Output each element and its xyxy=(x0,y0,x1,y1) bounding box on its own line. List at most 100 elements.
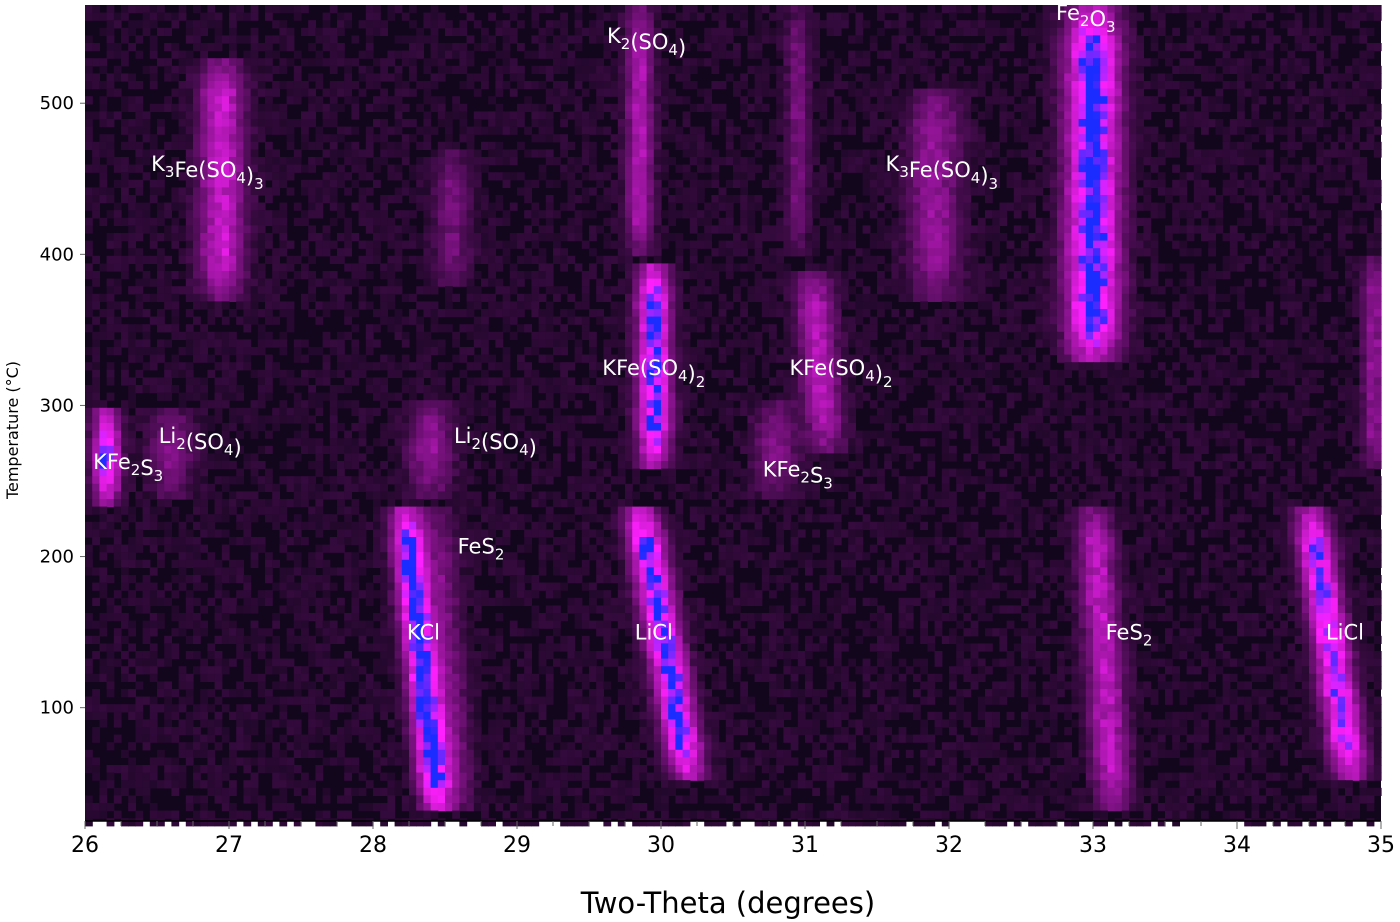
heatmap-cell xyxy=(128,248,136,257)
heatmap-cell xyxy=(1093,210,1101,219)
heatmap-cell xyxy=(1028,278,1036,287)
heatmap-cell xyxy=(747,240,756,249)
heatmap-cell xyxy=(265,5,273,14)
heatmap-cell xyxy=(761,263,770,272)
heatmap-cell xyxy=(625,263,633,272)
heatmap-cell xyxy=(502,58,511,67)
heatmap-cell xyxy=(481,202,489,211)
heatmap-cell xyxy=(574,301,583,310)
heatmap-cell xyxy=(229,195,237,204)
heatmap-cell xyxy=(85,217,93,226)
heatmap-cell xyxy=(596,179,604,188)
heatmap-cell xyxy=(869,81,878,90)
heatmap-cell xyxy=(927,119,936,128)
heatmap-cell xyxy=(445,179,453,188)
heatmap-cell xyxy=(193,65,201,74)
heatmap-cell xyxy=(509,88,518,97)
heatmap-cell xyxy=(1287,5,1296,14)
heatmap-cell xyxy=(509,286,518,295)
heatmap-cell xyxy=(761,35,770,44)
heatmap-cell xyxy=(855,73,864,82)
heatmap-cell xyxy=(941,50,950,59)
heatmap-cell xyxy=(877,240,885,249)
heatmap-cell xyxy=(1064,293,1072,302)
heatmap-cell xyxy=(1035,35,1044,44)
heatmap-cell xyxy=(157,5,165,14)
heatmap-cell xyxy=(1179,111,1188,120)
heatmap-cell xyxy=(221,103,230,112)
heatmap-cell xyxy=(725,202,734,211)
heatmap-cell xyxy=(999,103,1008,112)
heatmap-cell xyxy=(682,271,691,280)
heatmap-cell xyxy=(1107,217,1116,226)
heatmap-cell xyxy=(610,210,619,219)
heatmap-cell xyxy=(805,202,813,211)
heatmap-cell xyxy=(783,233,792,242)
heatmap-cell xyxy=(164,73,172,82)
heatmap-cell xyxy=(135,202,144,211)
heatmap-cell xyxy=(704,103,712,112)
heatmap-cell xyxy=(718,35,727,44)
heatmap-cell xyxy=(502,255,511,264)
heatmap-cell xyxy=(956,5,964,14)
heatmap-cell xyxy=(711,172,720,181)
heatmap-cell xyxy=(1215,157,1224,166)
heatmap-cell xyxy=(1071,217,1080,226)
heatmap-cell xyxy=(941,111,950,120)
heatmap-cell xyxy=(797,187,806,196)
heatmap-cell xyxy=(1021,119,1029,128)
heatmap-cell xyxy=(416,255,424,264)
heatmap-cell xyxy=(337,286,345,295)
heatmap-cell xyxy=(639,233,648,242)
heatmap-cell xyxy=(128,164,136,173)
heatmap-cell xyxy=(193,126,201,135)
heatmap-cell xyxy=(1193,202,1202,211)
heatmap-cell xyxy=(121,263,129,272)
heatmap-cell xyxy=(596,202,604,211)
heatmap-cell xyxy=(1035,141,1044,150)
heatmap-cell xyxy=(329,157,338,166)
heatmap-cell xyxy=(905,225,914,234)
heatmap-cell xyxy=(1373,179,1382,188)
heatmap-cell xyxy=(279,111,288,120)
heatmap-cell xyxy=(920,157,928,166)
heatmap-cell xyxy=(941,141,950,150)
heatmap-cell xyxy=(200,12,208,21)
heatmap-cell xyxy=(920,103,928,112)
heatmap-cell xyxy=(1316,217,1324,226)
heatmap-cell xyxy=(812,301,820,310)
heatmap-cell xyxy=(1093,217,1101,226)
heatmap-cell xyxy=(466,157,475,166)
heatmap-cell xyxy=(1093,157,1101,166)
heatmap-cell xyxy=(380,134,388,143)
heatmap-cell xyxy=(1093,88,1101,97)
heatmap-cell xyxy=(1294,248,1303,257)
heatmap-cell xyxy=(740,27,748,36)
heatmap-cell xyxy=(308,43,316,52)
heatmap-cell xyxy=(776,255,784,264)
heatmap-cell xyxy=(805,255,813,264)
heatmap-cell xyxy=(200,126,208,135)
heatmap-cell xyxy=(639,210,648,219)
heatmap-cell xyxy=(1085,240,1094,249)
heatmap-cell xyxy=(1244,210,1252,219)
heatmap-cell xyxy=(747,134,756,143)
heatmap-cell xyxy=(646,217,655,226)
heatmap-cell xyxy=(200,195,208,204)
heatmap-cell xyxy=(790,210,799,219)
heatmap-cell xyxy=(805,225,813,234)
heatmap-cell xyxy=(1201,111,1209,120)
heatmap-cell xyxy=(502,43,511,52)
heatmap-cell xyxy=(1093,263,1101,272)
heatmap-cell xyxy=(149,179,158,188)
heatmap-cell xyxy=(279,179,288,188)
heatmap-cell xyxy=(704,271,712,280)
heatmap-cell xyxy=(265,141,273,150)
heatmap-cell xyxy=(344,248,352,257)
heatmap-cell xyxy=(733,149,741,158)
heatmap-cell xyxy=(279,271,288,280)
heatmap-cell xyxy=(963,278,972,287)
heatmap-cell xyxy=(1064,50,1072,59)
heatmap-cell xyxy=(1316,103,1324,112)
heatmap-cell xyxy=(783,141,792,150)
